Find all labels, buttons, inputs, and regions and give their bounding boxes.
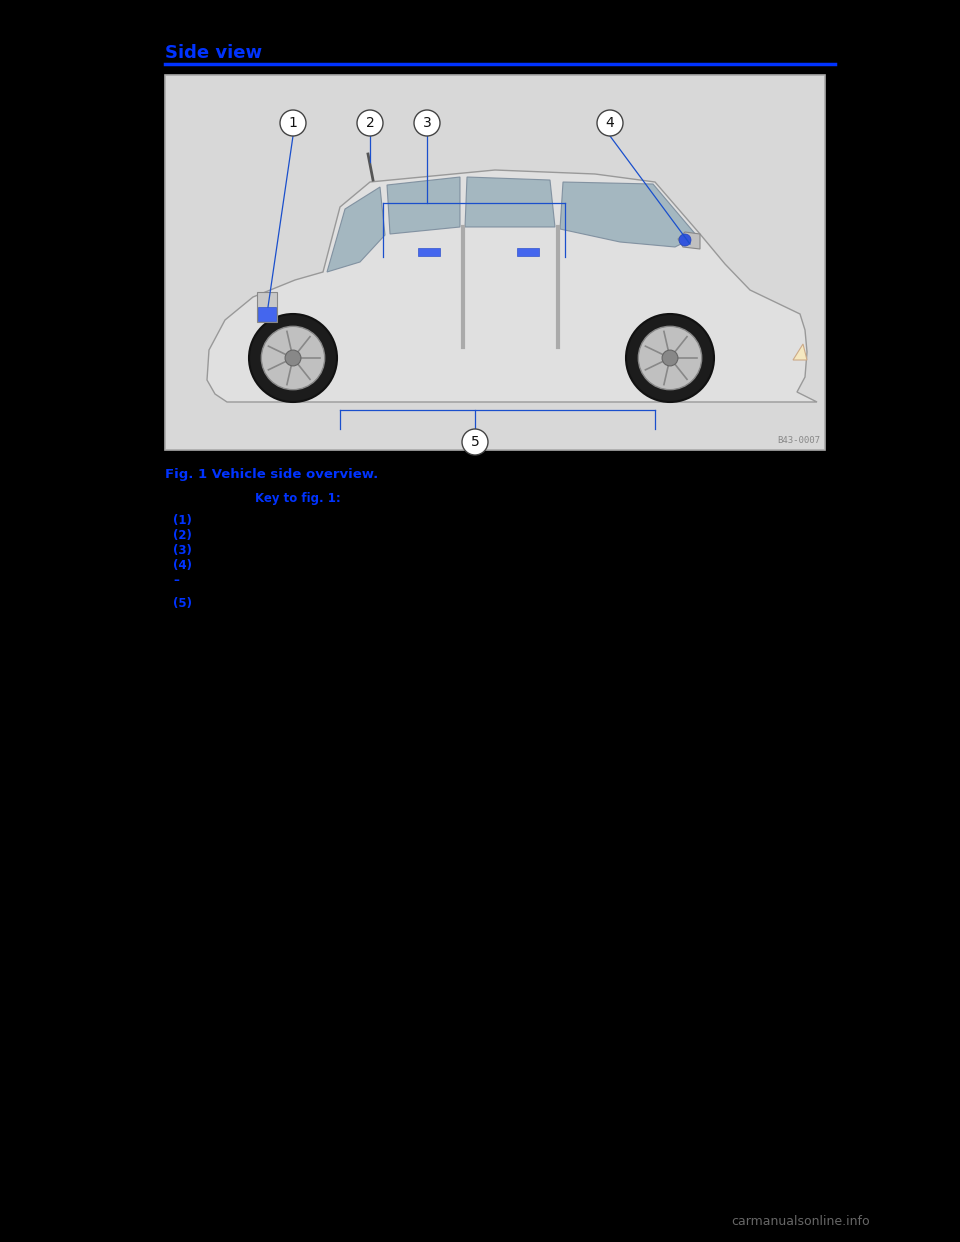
Text: (3): (3) [173,544,192,556]
Text: 3: 3 [422,116,431,130]
Circle shape [285,350,300,366]
Polygon shape [207,170,817,402]
Circle shape [462,428,488,455]
Bar [418,248,440,256]
Text: carmanualsonline.info: carmanualsonline.info [732,1215,870,1228]
Circle shape [249,314,337,402]
Polygon shape [560,183,697,247]
Circle shape [261,327,324,390]
Polygon shape [793,344,807,360]
Text: 1: 1 [289,116,298,130]
Polygon shape [387,178,460,233]
Text: –: – [173,574,179,587]
Text: Key to fig. 1:: Key to fig. 1: [255,492,341,505]
Text: (2): (2) [173,529,192,542]
Text: 2: 2 [366,116,374,130]
Circle shape [626,314,714,402]
Text: 4: 4 [606,116,614,130]
Circle shape [679,233,691,246]
Text: (5): (5) [173,596,192,610]
Bar [258,307,276,320]
Text: (4): (4) [173,559,192,573]
Circle shape [280,111,306,137]
Polygon shape [327,188,385,272]
Circle shape [357,111,383,137]
Text: 5: 5 [470,435,479,450]
Circle shape [597,111,623,137]
Text: Side view: Side view [165,43,262,62]
Circle shape [638,327,702,390]
Polygon shape [678,232,700,248]
Polygon shape [465,178,555,227]
Bar [517,248,539,256]
Text: (1): (1) [173,514,192,527]
Text: Fig. 1 Vehicle side overview.: Fig. 1 Vehicle side overview. [165,468,378,481]
Circle shape [414,111,440,137]
Circle shape [662,350,678,366]
Bar [165,75,825,450]
Bar [257,292,277,322]
Text: B43-0007: B43-0007 [777,436,820,445]
